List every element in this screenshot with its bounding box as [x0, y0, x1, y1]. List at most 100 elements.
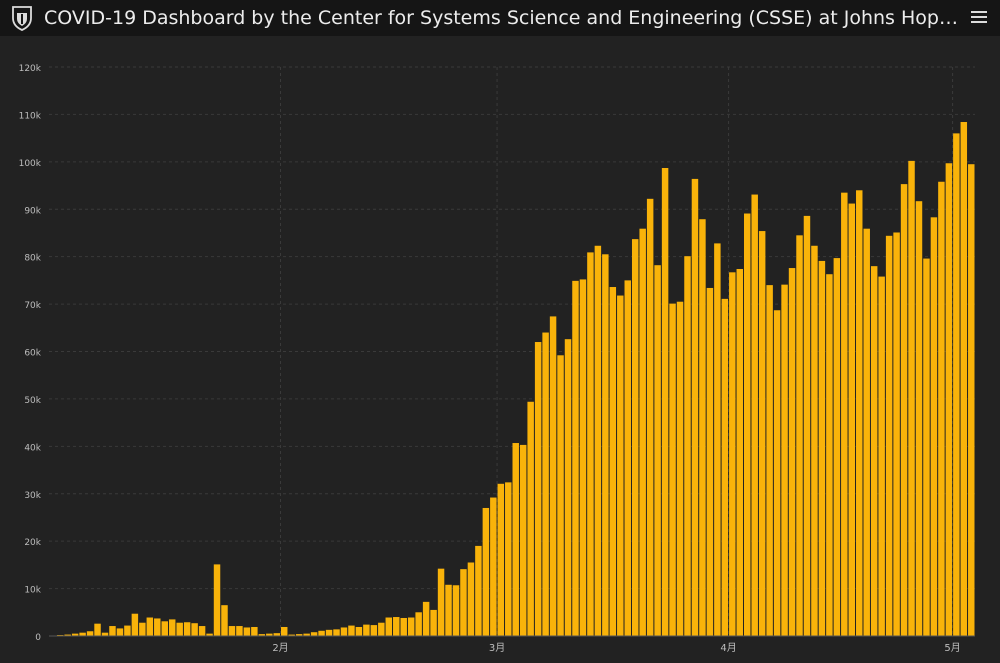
- bar[interactable]: [625, 280, 631, 636]
- bar[interactable]: [789, 268, 795, 636]
- bar[interactable]: [886, 236, 892, 636]
- bar[interactable]: [692, 179, 698, 636]
- bar[interactable]: [445, 585, 451, 636]
- bar[interactable]: [490, 498, 496, 636]
- bar[interactable]: [542, 333, 548, 636]
- bar[interactable]: [236, 626, 242, 636]
- bar[interactable]: [744, 214, 750, 636]
- bar[interactable]: [834, 258, 840, 636]
- bar[interactable]: [326, 630, 332, 636]
- bar[interactable]: [557, 355, 563, 636]
- bar[interactable]: [737, 269, 743, 636]
- bar[interactable]: [961, 122, 967, 636]
- bar[interactable]: [654, 265, 660, 636]
- bar[interactable]: [610, 287, 616, 636]
- bar[interactable]: [460, 569, 466, 636]
- bar[interactable]: [639, 229, 645, 636]
- bar[interactable]: [781, 285, 787, 636]
- bar[interactable]: [363, 625, 369, 636]
- bar[interactable]: [341, 627, 347, 636]
- bar[interactable]: [617, 296, 623, 636]
- bar[interactable]: [513, 443, 519, 636]
- bar[interactable]: [826, 274, 832, 636]
- bar[interactable]: [453, 585, 459, 636]
- bar[interactable]: [199, 626, 205, 636]
- bar[interactable]: [139, 623, 145, 636]
- bar[interactable]: [938, 182, 944, 636]
- bar[interactable]: [408, 618, 414, 636]
- bar[interactable]: [214, 564, 220, 636]
- bar[interactable]: [587, 252, 593, 636]
- bar[interactable]: [677, 302, 683, 636]
- bar[interactable]: [438, 569, 444, 636]
- bar[interactable]: [468, 563, 474, 636]
- bar[interactable]: [176, 623, 182, 636]
- bar[interactable]: [117, 628, 123, 636]
- bar[interactable]: [221, 605, 227, 636]
- bar[interactable]: [580, 279, 586, 636]
- bar[interactable]: [819, 261, 825, 636]
- bar[interactable]: [244, 627, 250, 636]
- bar[interactable]: [699, 219, 705, 636]
- bar[interactable]: [714, 243, 720, 636]
- bar[interactable]: [908, 161, 914, 636]
- bar[interactable]: [229, 626, 235, 636]
- bar[interactable]: [811, 246, 817, 636]
- bar[interactable]: [430, 610, 436, 636]
- bar[interactable]: [572, 281, 578, 636]
- bar[interactable]: [281, 627, 287, 636]
- bar[interactable]: [669, 304, 675, 636]
- bar[interactable]: [311, 632, 317, 636]
- bar[interactable]: [751, 195, 757, 636]
- bar[interactable]: [505, 482, 511, 636]
- bar[interactable]: [400, 618, 406, 636]
- bar[interactable]: [348, 626, 354, 636]
- bar[interactable]: [132, 614, 138, 636]
- bar[interactable]: [953, 133, 959, 636]
- bar[interactable]: [684, 256, 690, 636]
- bar[interactable]: [550, 316, 556, 636]
- bar[interactable]: [565, 339, 571, 636]
- bar[interactable]: [759, 231, 765, 636]
- bar[interactable]: [968, 164, 974, 636]
- bar[interactable]: [766, 285, 772, 636]
- bar[interactable]: [722, 299, 728, 636]
- bar[interactable]: [878, 277, 884, 636]
- bar[interactable]: [871, 266, 877, 636]
- bar[interactable]: [662, 168, 668, 636]
- bar[interactable]: [729, 272, 735, 636]
- bar[interactable]: [707, 288, 713, 636]
- bar[interactable]: [475, 546, 481, 636]
- bar[interactable]: [483, 508, 489, 636]
- bar[interactable]: [527, 402, 533, 636]
- bar[interactable]: [632, 239, 638, 636]
- bar[interactable]: [386, 618, 392, 636]
- bar[interactable]: [109, 626, 115, 636]
- bar[interactable]: [94, 624, 100, 636]
- bar[interactable]: [154, 618, 160, 636]
- bar[interactable]: [595, 246, 601, 636]
- bar[interactable]: [923, 259, 929, 636]
- bar[interactable]: [931, 217, 937, 636]
- bar[interactable]: [184, 622, 190, 636]
- bar[interactable]: [356, 627, 362, 636]
- bar[interactable]: [378, 623, 384, 636]
- bar[interactable]: [393, 617, 399, 636]
- bar[interactable]: [333, 629, 339, 636]
- bar[interactable]: [251, 627, 257, 636]
- bar[interactable]: [901, 184, 907, 636]
- bar[interactable]: [796, 235, 802, 636]
- bar[interactable]: [147, 618, 153, 636]
- bar[interactable]: [415, 612, 421, 636]
- bar[interactable]: [856, 190, 862, 636]
- bar[interactable]: [893, 232, 899, 636]
- bar[interactable]: [423, 602, 429, 636]
- bar[interactable]: [162, 621, 168, 636]
- bar[interactable]: [774, 310, 780, 636]
- bar[interactable]: [535, 342, 541, 636]
- bar[interactable]: [371, 625, 377, 636]
- bar[interactable]: [804, 216, 810, 636]
- bar[interactable]: [841, 193, 847, 636]
- bar[interactable]: [863, 229, 869, 636]
- bar[interactable]: [124, 626, 130, 636]
